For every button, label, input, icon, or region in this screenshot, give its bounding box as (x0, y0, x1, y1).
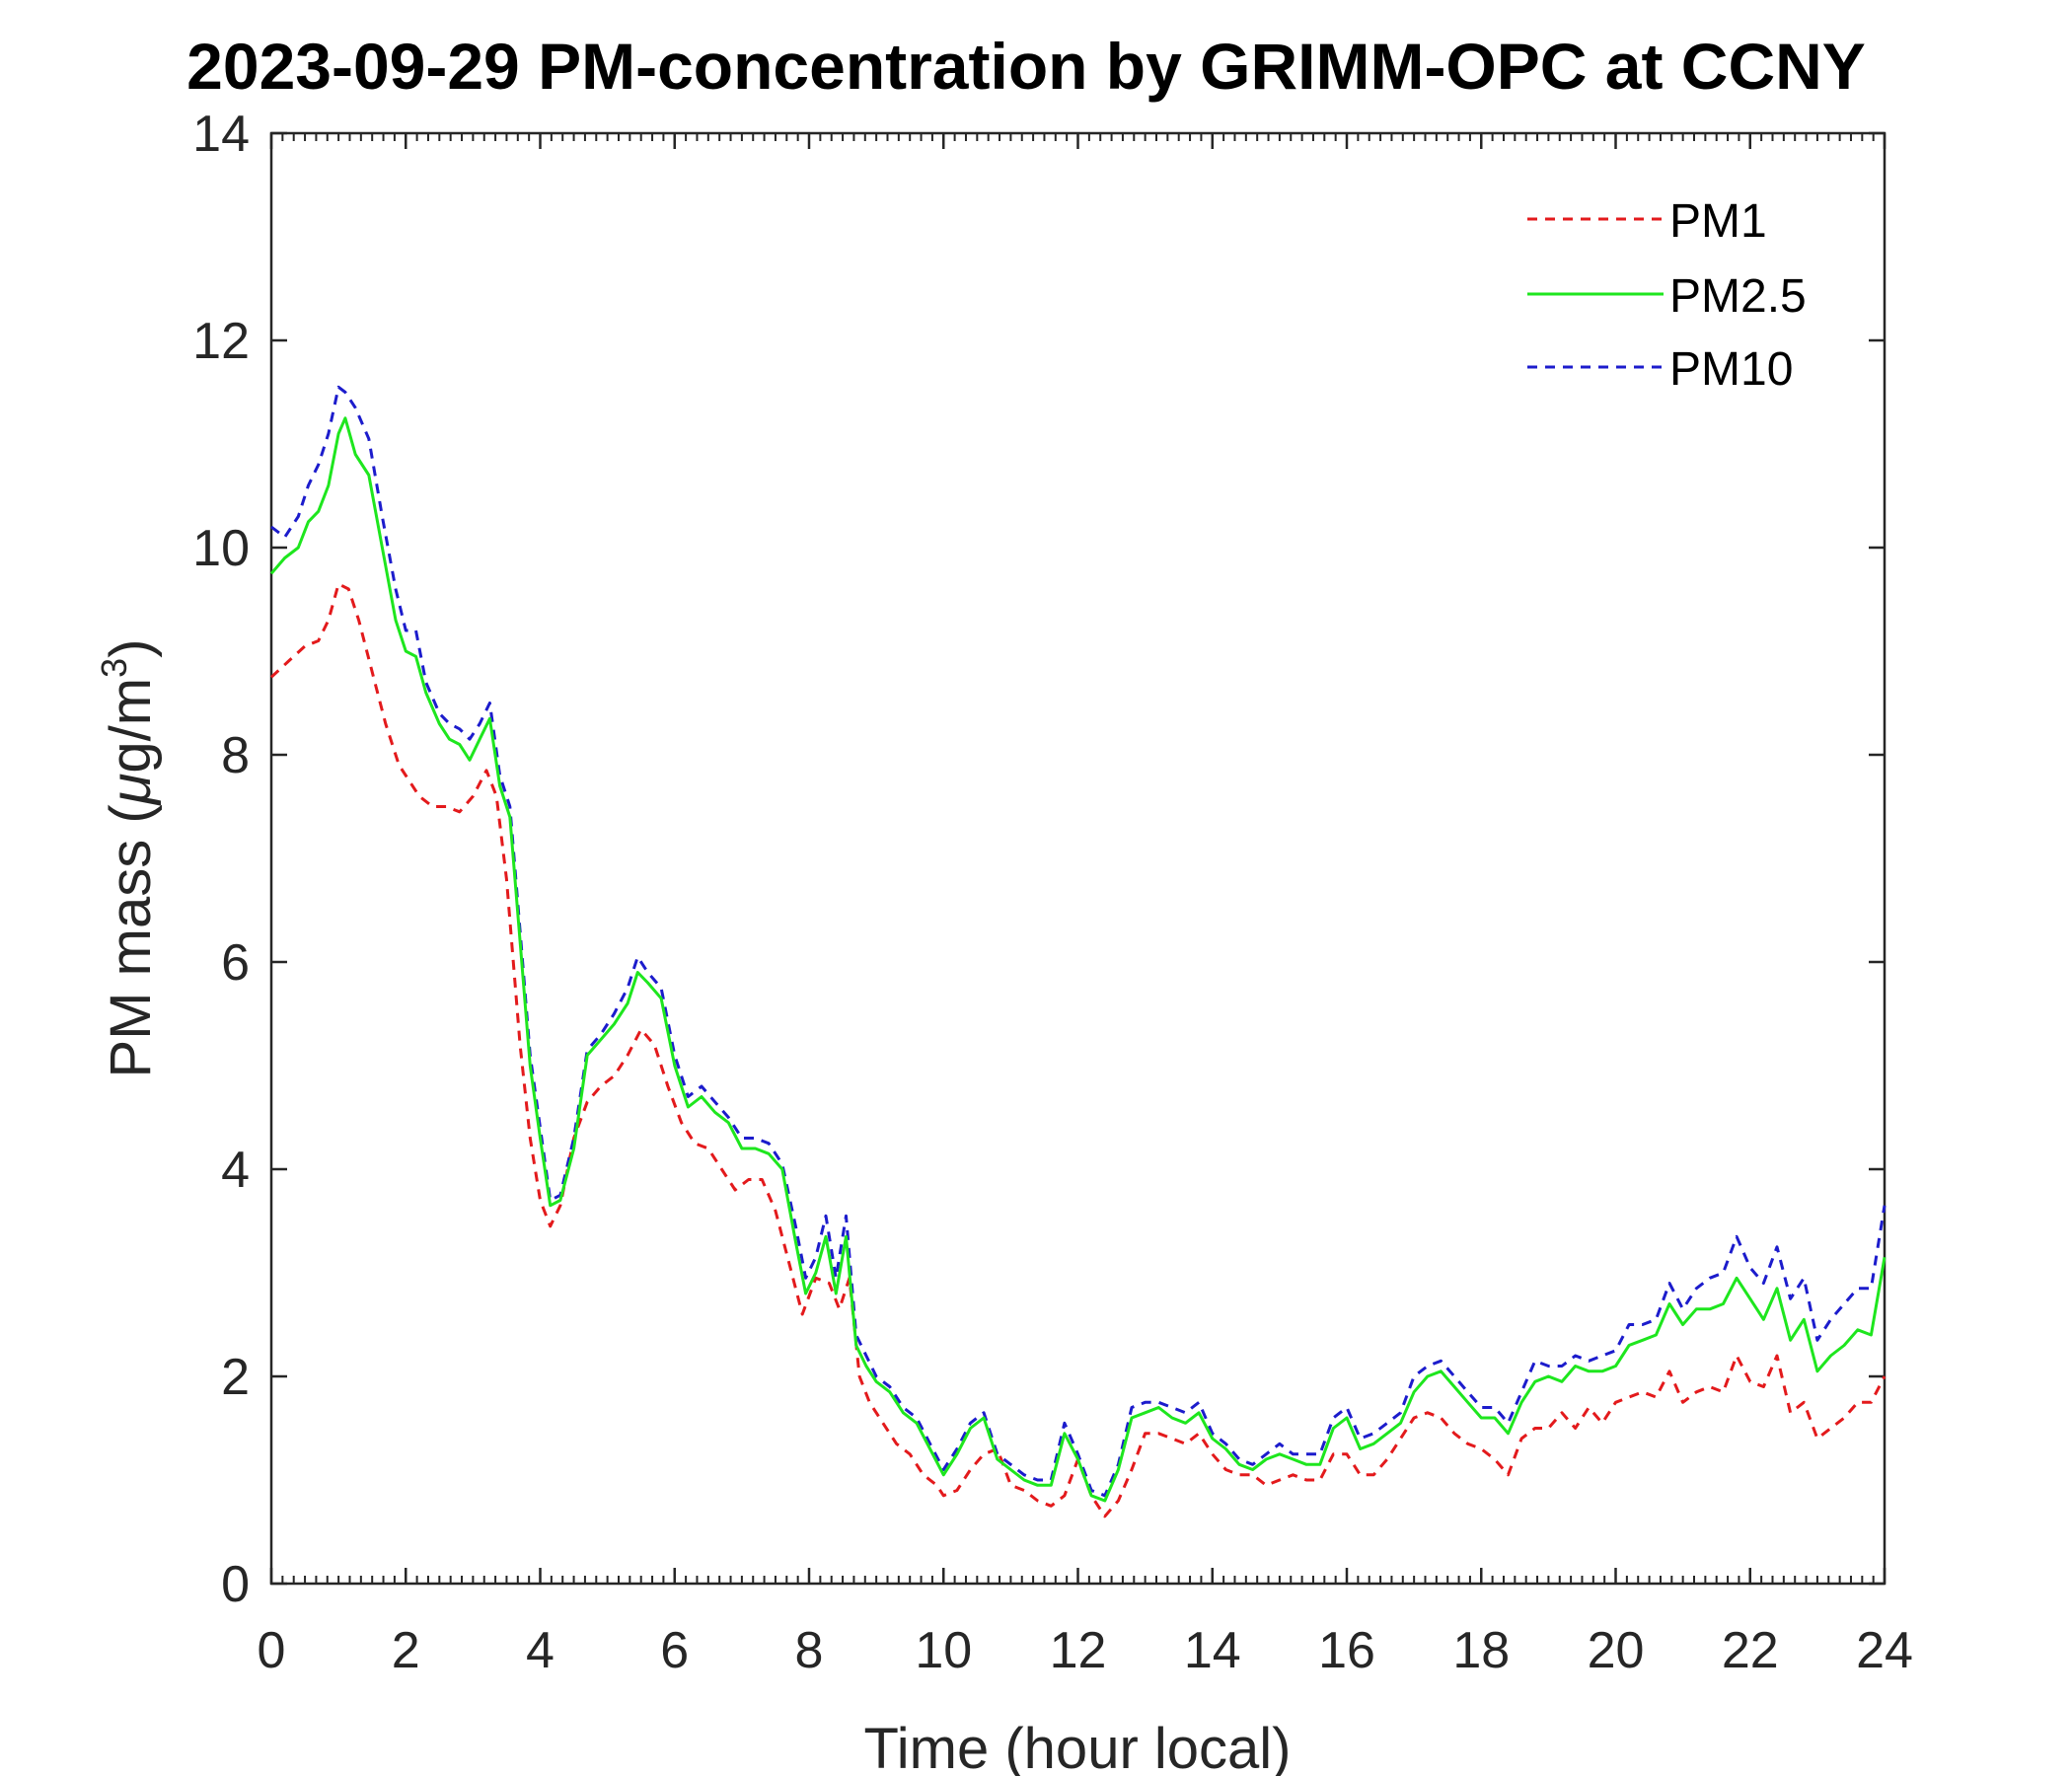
y-tick-label: 0 (221, 1556, 250, 1613)
x-tick-label: 16 (1318, 1622, 1375, 1679)
x-tick-label: 22 (1722, 1622, 1779, 1679)
x-tick-label: 10 (915, 1622, 972, 1679)
y-axis-label-superscript: 3 (94, 658, 134, 678)
x-tick-label: 8 (795, 1622, 824, 1679)
x-axis-label: Time (hour local) (864, 1717, 1292, 1776)
x-tick-label: 24 (1856, 1622, 1913, 1679)
x-tick-label: 6 (660, 1622, 689, 1679)
y-axis-label-mu: μ (99, 774, 163, 807)
x-tick-label: 2 (392, 1622, 420, 1679)
legend-entry-pm1: PM1 (1527, 195, 1767, 248)
y-tick-label: 14 (192, 106, 250, 163)
x-tick-label: 4 (526, 1622, 555, 1679)
x-tick-label: 14 (1184, 1622, 1241, 1679)
axes-box (269, 131, 1887, 1586)
legend-label-pm1: PM1 (1669, 195, 1767, 248)
y-tick-labels: 0 2 4 6 8 10 12 14 (192, 106, 250, 1613)
series-line-pm2-5 (269, 416, 1887, 1503)
y-axis-label-prefix: PM mass ( (99, 804, 163, 1077)
x-minor-ticks (281, 133, 1875, 1584)
legend: PM1 PM2.5 PM10 (1527, 195, 1807, 396)
y-axis-label-suffix: ) (99, 639, 163, 658)
y-tick-label: 10 (192, 520, 250, 577)
series-line-pm1 (269, 582, 1887, 1518)
y-tick-label: 2 (221, 1349, 250, 1406)
legend-entry-pm2-5: PM2.5 (1527, 270, 1807, 323)
series-line-pm10 (270, 385, 1887, 1498)
x-tick-label: 12 (1050, 1622, 1107, 1679)
x-tick-labels: 0 2 4 6 8 10 12 14 16 18 20 22 24 (258, 1622, 1913, 1679)
y-tick-label: 12 (192, 313, 250, 370)
x-tick-label: 20 (1588, 1622, 1645, 1679)
legend-label-pm10: PM10 (1669, 343, 1793, 396)
y-axis-label: PM mass (μg/m3) (94, 639, 163, 1078)
major-ticks (269, 131, 1887, 1586)
legend-entry-pm10: PM10 (1527, 343, 1793, 396)
series-lines (269, 385, 1887, 1518)
x-tick-label: 0 (258, 1622, 286, 1679)
legend-label-pm2-5: PM2.5 (1669, 270, 1807, 323)
plot-area (269, 131, 1887, 1586)
chart-title: 2023-09-29 PM-concentration by GRIMM-OPC… (186, 30, 1866, 103)
x-tick-label: 18 (1452, 1622, 1510, 1679)
y-tick-label: 4 (221, 1142, 250, 1199)
y-tick-label: 8 (221, 727, 250, 784)
y-tick-label: 6 (221, 934, 250, 992)
y-axis-label-unit: g/m (99, 678, 163, 774)
